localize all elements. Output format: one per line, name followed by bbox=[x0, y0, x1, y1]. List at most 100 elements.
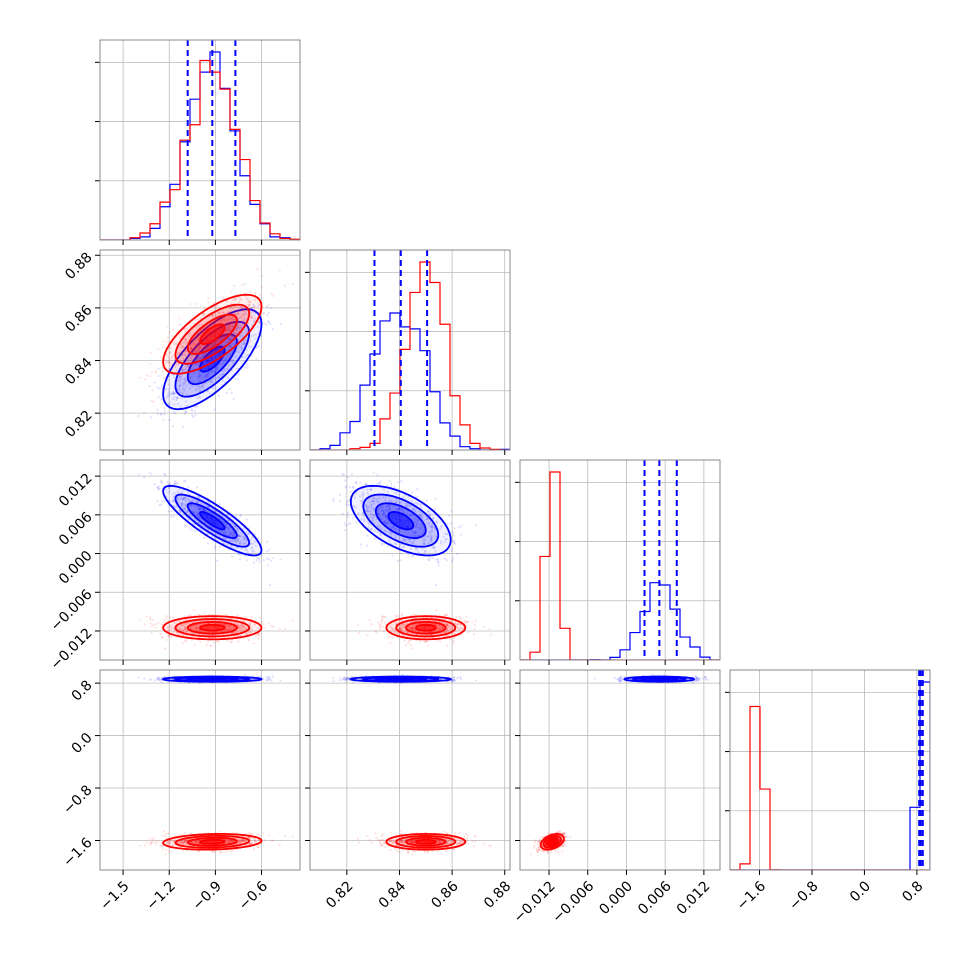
sample-point bbox=[414, 530, 417, 534]
sample-point bbox=[247, 342, 250, 345]
sample-point bbox=[450, 509, 453, 513]
sample-point bbox=[168, 346, 172, 349]
sample-point bbox=[199, 372, 202, 375]
sample-point bbox=[345, 503, 348, 506]
sample-point bbox=[218, 394, 221, 397]
sample-point bbox=[381, 506, 384, 509]
sample-point bbox=[181, 490, 184, 493]
sample-point bbox=[198, 636, 202, 639]
sample-point bbox=[399, 501, 402, 504]
sample-point bbox=[195, 519, 198, 522]
sample-point bbox=[377, 508, 380, 511]
sample-point bbox=[189, 347, 192, 350]
sample-point bbox=[175, 630, 178, 633]
sample-point bbox=[394, 621, 397, 624]
sample-point bbox=[243, 538, 246, 541]
sample-point bbox=[160, 402, 164, 406]
sample-point bbox=[162, 413, 166, 416]
sample-point bbox=[245, 342, 248, 346]
sample-point bbox=[221, 362, 225, 365]
sample-point bbox=[256, 557, 260, 560]
sample-point bbox=[242, 625, 245, 628]
sample-point bbox=[414, 516, 418, 519]
sample-point bbox=[258, 560, 261, 563]
sample-point bbox=[234, 525, 237, 528]
sample-point bbox=[426, 517, 429, 521]
sample-point bbox=[190, 379, 193, 383]
sample-point bbox=[227, 311, 230, 314]
sample-point bbox=[399, 559, 402, 562]
sample-point bbox=[194, 350, 197, 353]
sample-point bbox=[173, 362, 176, 365]
sample-point bbox=[424, 550, 427, 554]
sample-point bbox=[182, 498, 185, 501]
sample-point bbox=[228, 327, 231, 330]
sample-point bbox=[180, 378, 183, 381]
sample-point bbox=[223, 368, 226, 371]
sample-point bbox=[244, 626, 247, 630]
sample-point bbox=[227, 337, 230, 340]
sample-point bbox=[418, 513, 421, 516]
sample-point bbox=[157, 374, 160, 378]
sample-point bbox=[382, 504, 385, 507]
sample-point bbox=[200, 376, 204, 380]
sample-point bbox=[248, 319, 251, 322]
sample-point bbox=[184, 627, 187, 630]
histogram-series_a bbox=[520, 582, 720, 660]
sample-point bbox=[408, 504, 411, 508]
sample-point bbox=[204, 376, 207, 379]
sample-point bbox=[376, 482, 379, 486]
sample-point bbox=[196, 363, 199, 366]
sample-point bbox=[226, 531, 229, 534]
sample-point bbox=[357, 623, 360, 626]
sample-point bbox=[376, 511, 379, 514]
sample-point bbox=[414, 547, 417, 550]
sample-point bbox=[181, 345, 185, 348]
sample-point bbox=[184, 367, 187, 370]
sample-point bbox=[230, 391, 233, 395]
sample-point bbox=[205, 352, 208, 356]
sample-point bbox=[199, 374, 203, 377]
sample-point bbox=[379, 532, 382, 535]
sample-point bbox=[225, 355, 228, 358]
sample-point bbox=[430, 524, 434, 527]
sample-point bbox=[366, 510, 369, 513]
sample-point bbox=[376, 512, 379, 515]
sample-point bbox=[384, 530, 387, 533]
sample-point bbox=[209, 511, 212, 515]
sample-point bbox=[226, 354, 229, 358]
sample-point bbox=[398, 507, 401, 511]
sample-point bbox=[436, 558, 440, 561]
sample-point bbox=[226, 627, 229, 630]
sample-point bbox=[216, 348, 219, 351]
sample-point bbox=[384, 621, 387, 624]
sample-point bbox=[412, 539, 415, 542]
sample-point bbox=[240, 344, 243, 347]
sample-point bbox=[195, 405, 199, 408]
sample-point bbox=[412, 508, 415, 511]
sample-point bbox=[451, 642, 455, 645]
sample-point bbox=[258, 557, 261, 560]
sample-point bbox=[399, 543, 402, 546]
sample-point bbox=[391, 636, 394, 639]
sample-point bbox=[229, 346, 232, 349]
sample-point bbox=[417, 630, 420, 633]
sample-point bbox=[178, 627, 182, 631]
sample-point bbox=[235, 540, 238, 544]
sample-point bbox=[242, 309, 245, 312]
sample-point bbox=[283, 284, 287, 287]
sample-point bbox=[149, 375, 152, 378]
sample-point bbox=[260, 286, 263, 289]
sample-point bbox=[388, 635, 391, 638]
sample-point bbox=[272, 294, 275, 297]
sample-point bbox=[161, 340, 164, 343]
sample-point bbox=[235, 313, 238, 316]
sample-point bbox=[411, 627, 414, 630]
sample-point bbox=[399, 629, 402, 632]
sample-point bbox=[227, 339, 231, 343]
sample-point bbox=[205, 644, 208, 647]
sample-point bbox=[197, 512, 200, 515]
sample-point bbox=[237, 539, 240, 543]
sample-point bbox=[230, 544, 233, 548]
sample-point bbox=[411, 530, 414, 533]
